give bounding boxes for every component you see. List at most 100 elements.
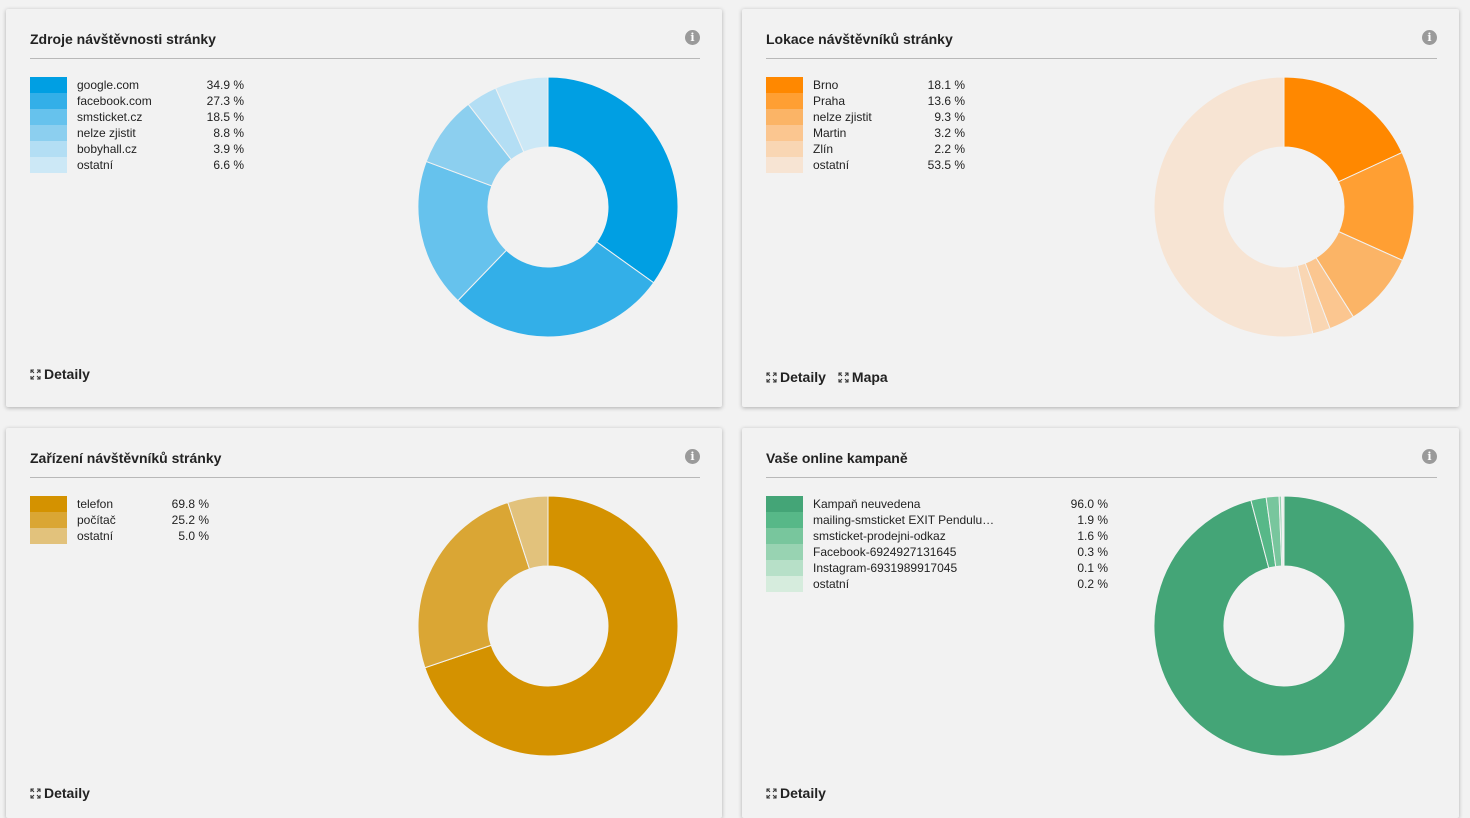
legend-label: facebook.com	[77, 94, 152, 108]
donut-slice-pocitac[interactable]	[418, 501, 531, 669]
legend-value: 5.0 %	[178, 529, 209, 543]
legend-swatch	[766, 125, 803, 141]
legend-item-zlin: Zlín 2.2 %	[766, 141, 1166, 157]
legend-item-martin: Martin 3.2 %	[766, 125, 1166, 141]
donut-slice-ostatni[interactable]	[1281, 495, 1285, 567]
donut-slice-google-com[interactable]	[547, 76, 678, 284]
mapa-link[interactable]: Mapa	[838, 369, 888, 385]
legend-value: 27.3 %	[206, 94, 244, 108]
donut-chart	[1154, 76, 1414, 338]
link-label: Detaily	[780, 785, 826, 801]
legend-value: 6.6 %	[213, 158, 244, 172]
link-label: Detaily	[44, 366, 90, 382]
card-links: Detaily	[30, 366, 102, 385]
detaily-link[interactable]: Detaily	[766, 785, 826, 801]
legend-item-ostatni: ostatní 5.0 %	[30, 528, 430, 544]
legend-item-instagram-6931989917045: Instagram-6931989917045 0.1 %	[766, 560, 1166, 576]
legend-item-facebook-6924927131645: Facebook-6924927131645 0.3 %	[766, 544, 1166, 560]
info-icon[interactable]: i	[685, 30, 700, 45]
legend-value: 18.1 %	[927, 78, 965, 92]
legend-item-ostatni: ostatní 0.2 %	[766, 576, 1166, 592]
legend-label: bobyhall.cz	[77, 142, 138, 156]
legend-label: ostatní	[77, 529, 114, 543]
legend-swatch	[30, 109, 67, 125]
donut-slice-brno[interactable]	[1283, 76, 1403, 183]
online-campaigns-card: Vaše online kampaně i Kampaň neuvedena 96…	[742, 428, 1459, 818]
legend-value: 53.5 %	[927, 158, 965, 172]
detaily-link[interactable]: Detaily	[30, 785, 90, 801]
expand-icon	[30, 787, 41, 799]
legend-item-brno: Brno 18.1 %	[766, 77, 1166, 93]
visitor-devices-card: Zařízení návštěvníků stránky i telefon 69…	[6, 428, 722, 818]
legend-value: 0.3 %	[1077, 545, 1108, 559]
legend-label: Brno	[813, 78, 839, 92]
legend-value: 3.9 %	[213, 142, 244, 156]
legend-swatch	[30, 125, 67, 141]
legend-swatch	[30, 141, 67, 157]
legend-swatch	[30, 93, 67, 109]
donut-chart	[418, 76, 678, 338]
donut-slice-smsticket-cz[interactable]	[418, 160, 508, 302]
legend-label: smsticket.cz	[77, 110, 143, 124]
legend-swatch	[766, 496, 803, 512]
card-title: Zařízení návštěvníků stránky	[30, 450, 222, 466]
legend-value: 69.8 %	[171, 497, 209, 511]
legend-label: ostatní	[77, 158, 114, 172]
legend-item-bobyhall-cz: bobyhall.cz 3.9 %	[30, 141, 430, 157]
legend: Kampaň neuvedena 96.0 % mailing-smsticket …	[766, 496, 1166, 592]
legend-swatch	[766, 93, 803, 109]
legend: google.com 34.9 % facebook.com 27.3 % smstic…	[30, 77, 430, 173]
legend-value: 9.3 %	[934, 110, 965, 124]
legend-value: 1.9 %	[1077, 513, 1108, 527]
legend-item-telefon: telefon 69.8 %	[30, 496, 430, 512]
donut-slice-kampan-neuvedena[interactable]	[1154, 495, 1414, 757]
legend-value: 96.0 %	[1070, 497, 1108, 511]
info-icon[interactable]: i	[1422, 30, 1437, 45]
legend-label: Zlín	[813, 142, 834, 156]
expand-icon	[838, 371, 849, 383]
legend-value: 0.1 %	[1077, 561, 1108, 575]
detaily-link[interactable]: Detaily	[30, 366, 90, 382]
info-icon[interactable]: i	[1422, 449, 1437, 464]
legend-item-nelze-zjistit: nelze zjistit 8.8 %	[30, 125, 430, 141]
legend-value: 13.6 %	[927, 94, 965, 108]
legend-label: Kampaň neuvedena	[813, 497, 921, 511]
legend-item-google-com: google.com 34.9 %	[30, 77, 430, 93]
legend-swatch	[766, 77, 803, 93]
card-links: Detaily	[30, 785, 102, 804]
legend-label: nelze zjistit	[77, 126, 136, 140]
donut-slice-ostatni[interactable]	[494, 76, 549, 153]
traffic-sources-card: Zdroje návštěvnosti stránky i google.com…	[6, 9, 722, 407]
card-title: Lokace návštěvníků stránky	[766, 31, 953, 47]
card-title: Zdroje návštěvnosti stránky	[30, 31, 216, 47]
legend-item-facebook-com: facebook.com 27.3 %	[30, 93, 430, 109]
legend-swatch	[766, 560, 803, 576]
legend-swatch	[766, 544, 803, 560]
card-links: Detaily	[766, 785, 838, 804]
divider	[766, 477, 1437, 478]
donut-slice-ostatni[interactable]	[507, 495, 549, 570]
legend-label: ostatní	[813, 158, 850, 172]
legend-value: 0.2 %	[1077, 577, 1108, 591]
legend-label: počítač	[77, 513, 116, 527]
legend-item-nelze-zjistit: nelze zjistit 9.3 %	[766, 109, 1166, 125]
legend-item-pocitac: počítač 25.2 %	[30, 512, 430, 528]
legend-swatch	[766, 576, 803, 592]
legend-value: 25.2 %	[171, 513, 209, 527]
card-title: Vaše online kampaně	[766, 450, 908, 466]
legend-label: Facebook-6924927131645	[813, 545, 957, 559]
donut-slice-ostatni[interactable]	[1154, 76, 1314, 338]
legend-item-ostatni: ostatní 6.6 %	[30, 157, 430, 173]
legend-item-mailing-smsticket-exit-pendulu: mailing-smsticket EXIT Pendulu… 1.9 %	[766, 512, 1166, 528]
legend-item-praha: Praha 13.6 %	[766, 93, 1166, 109]
donut-slice-facebook-com[interactable]	[457, 241, 655, 338]
donut-slice-telefon[interactable]	[424, 495, 678, 757]
info-icon[interactable]: i	[685, 449, 700, 464]
detaily-link[interactable]: Detaily	[766, 369, 826, 385]
divider	[30, 58, 700, 59]
legend-value: 8.8 %	[213, 126, 244, 140]
link-label: Detaily	[780, 369, 826, 385]
card-links: Detaily Mapa	[766, 369, 900, 388]
legend-value: 3.2 %	[934, 126, 965, 140]
legend: telefon 69.8 % počítač 25.2 % ostatní 5.0 %	[30, 496, 430, 544]
